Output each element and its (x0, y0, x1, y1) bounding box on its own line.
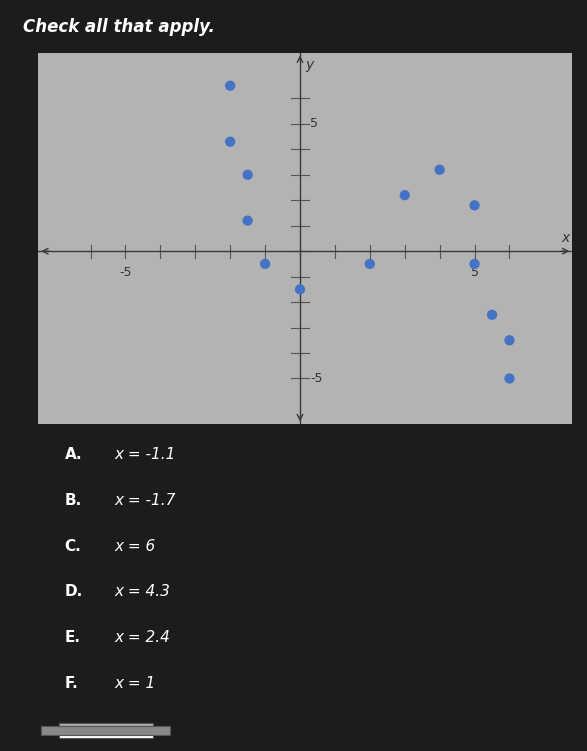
Text: x = 6: x = 6 (114, 538, 156, 553)
Text: Check all that apply.: Check all that apply. (23, 18, 215, 36)
FancyBboxPatch shape (41, 726, 170, 735)
Text: y: y (305, 58, 313, 71)
FancyBboxPatch shape (59, 734, 153, 738)
Text: 5: 5 (471, 267, 478, 279)
Point (261, 258, 270, 270)
Text: -5: -5 (119, 267, 131, 279)
Text: x: x (562, 231, 570, 245)
Text: x = 1: x = 1 (114, 676, 156, 691)
Text: F.: F. (65, 676, 78, 691)
Text: 5: 5 (311, 117, 319, 131)
Text: -5: -5 (311, 372, 323, 385)
Point (435, 164, 444, 176)
Point (505, 334, 514, 346)
Text: E.: E. (65, 630, 80, 645)
Point (470, 199, 479, 211)
Text: x = 2.4: x = 2.4 (114, 630, 170, 645)
FancyBboxPatch shape (59, 723, 153, 726)
Point (487, 309, 497, 321)
Point (400, 189, 410, 201)
Point (365, 258, 375, 270)
Point (243, 215, 252, 227)
Point (295, 283, 305, 295)
Text: C.: C. (65, 538, 82, 553)
Text: x = -1.1: x = -1.1 (114, 447, 176, 462)
Point (225, 80, 235, 92)
Text: D.: D. (65, 584, 83, 599)
Text: A.: A. (65, 447, 82, 462)
Point (243, 169, 252, 181)
Point (470, 258, 479, 270)
Point (505, 372, 514, 385)
Text: B.: B. (65, 493, 82, 508)
Point (225, 136, 235, 148)
Text: x = -1.7: x = -1.7 (114, 493, 176, 508)
Text: x = 4.3: x = 4.3 (114, 584, 170, 599)
